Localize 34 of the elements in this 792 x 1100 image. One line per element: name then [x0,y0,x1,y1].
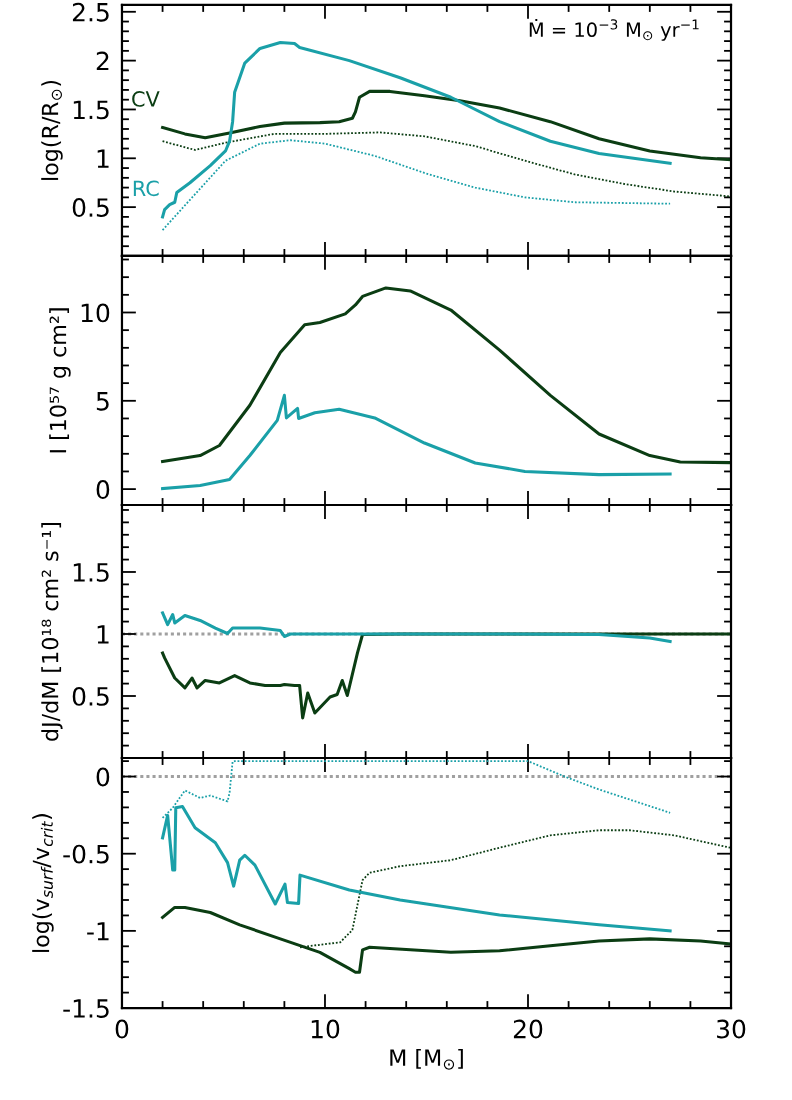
annotation: Ṁ = 10$^{−3}$ M$_{⊙}$ yr$^{−1}$ [529,19,699,41]
x-tick-label: 10 [311,1019,340,1039]
y-tick-label: 0 [96,767,110,787]
y-axis-title: log(v$_{surf}$/v$_{crit}$) [32,814,54,952]
x-tick-label: 30 [717,1019,746,1039]
x-axis-title: M [M$_{⊙}$] [390,1048,463,1070]
y-tick-label: 1.5 [73,563,109,582]
y-tick-label: 10 [81,303,110,323]
y-tick-label: 0.5 [72,686,109,706]
line-series [161,286,732,465]
y-tick-label: 0 [96,480,110,499]
y-tick-label: 2 [96,51,109,71]
y-axis-title: log(R/R$_{⊙}$) [41,80,63,180]
y-axis-title: I [10⁵⁷ g cm²] [49,308,71,453]
y-tick-label: 2.5 [72,2,109,22]
line-series [161,393,672,491]
line-series [161,41,672,219]
y-tick-label: 1.5 [73,100,109,120]
x-tick-label: 0 [115,1019,129,1039]
line-series [161,89,732,162]
y-tick-label: -1.5 [63,999,109,1018]
y-axis-title: dJ/dM [10¹⁸ cm² s⁻¹] [41,522,63,741]
y-tick-label: 1 [97,625,109,644]
y-tick-label: 5 [96,392,109,411]
series-label: RC [133,180,159,197]
line-series [161,139,672,231]
line-series [161,611,672,643]
x-tick-label: 20 [513,1019,543,1039]
line-series [161,131,731,198]
y-tick-label: -1 [87,922,109,941]
y-tick-label: -0.5 [63,844,109,864]
y-tick-label: 1 [97,149,109,168]
series-label: CV [132,91,160,107]
y-tick-label: 0.5 [72,198,109,217]
